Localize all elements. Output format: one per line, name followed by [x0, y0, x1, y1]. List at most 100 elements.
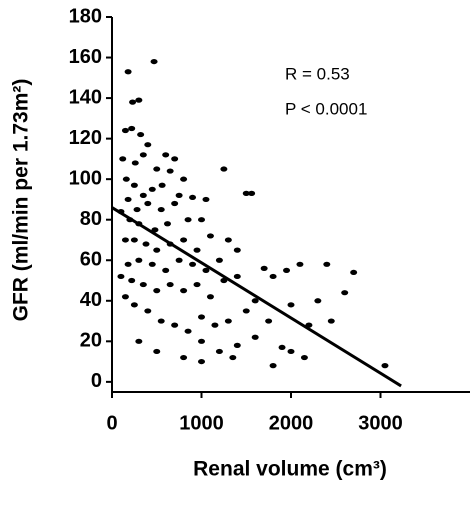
point [148, 186, 156, 192]
point [151, 227, 159, 233]
point [124, 196, 132, 203]
point [130, 182, 138, 188]
point [229, 354, 237, 361]
point [162, 267, 170, 273]
point [139, 281, 147, 288]
point [296, 261, 304, 267]
y-tick-label: 80 [80, 208, 102, 230]
point [198, 358, 205, 365]
point [130, 302, 138, 308]
point [128, 125, 136, 132]
point [193, 281, 201, 288]
point [314, 298, 322, 304]
x-tick-label: 3000 [358, 412, 403, 434]
point [130, 237, 138, 243]
point [233, 273, 241, 280]
point [215, 257, 223, 263]
point [224, 237, 232, 243]
point [121, 127, 129, 134]
point [124, 261, 132, 267]
y-tick-label: 100 [69, 167, 102, 189]
point [300, 354, 308, 361]
point [287, 348, 295, 355]
point [180, 354, 188, 361]
point [206, 233, 214, 239]
point [144, 308, 152, 314]
point [139, 152, 147, 158]
annotation: P < 0.0001 [285, 99, 367, 118]
point [148, 261, 156, 267]
point [133, 206, 141, 213]
point [171, 200, 179, 207]
point [287, 302, 295, 308]
point [131, 160, 139, 166]
x-axis-title: Renal volume (cm³) [193, 458, 387, 481]
point [193, 247, 201, 253]
point [137, 131, 145, 138]
point [260, 265, 268, 271]
point [117, 273, 125, 280]
point [157, 206, 165, 213]
point [180, 237, 188, 243]
point [124, 69, 132, 75]
point [135, 97, 143, 103]
point [157, 318, 165, 324]
point [224, 318, 232, 324]
point [211, 322, 219, 328]
point [122, 176, 130, 182]
point [150, 58, 158, 65]
point [135, 257, 143, 263]
point [139, 192, 147, 198]
point [175, 192, 183, 198]
point [184, 328, 192, 334]
y-tick-label: 40 [80, 289, 102, 311]
point [135, 338, 143, 344]
point [175, 257, 183, 263]
point [121, 237, 129, 243]
point [153, 247, 161, 253]
point [248, 190, 256, 196]
point [144, 142, 152, 148]
point [121, 294, 129, 300]
point [233, 342, 241, 348]
point [171, 156, 179, 162]
point [327, 318, 335, 324]
trend-line [111, 206, 402, 388]
point [198, 338, 205, 344]
point [162, 152, 170, 158]
point [166, 168, 174, 174]
x-tick-label: 2000 [269, 412, 314, 434]
point [278, 344, 286, 351]
x-tick-label: 1000 [179, 412, 224, 434]
point [184, 217, 192, 223]
point [341, 290, 349, 296]
point [220, 166, 228, 172]
point [323, 261, 331, 267]
point [153, 166, 161, 172]
point [158, 182, 166, 188]
point [242, 308, 250, 314]
point [381, 363, 389, 369]
point [166, 281, 174, 288]
point [198, 217, 205, 223]
point [215, 348, 223, 355]
point [251, 334, 259, 340]
point [153, 348, 161, 355]
point [189, 261, 197, 267]
point [202, 196, 210, 203]
point [142, 241, 150, 247]
y-tick-label: 0 [91, 370, 102, 392]
annotation: R = 0.53 [285, 64, 350, 83]
point [269, 363, 277, 369]
point [128, 277, 136, 284]
point [189, 194, 197, 201]
y-tick-label: 120 [69, 127, 102, 149]
y-tick-label: 180 [69, 5, 102, 27]
y-tick-label: 60 [80, 249, 102, 271]
point [144, 200, 152, 207]
point [129, 99, 137, 105]
point [242, 190, 250, 196]
x-tick-label: 0 [106, 412, 117, 434]
y-tick-label: 20 [80, 330, 102, 352]
point [198, 314, 205, 320]
